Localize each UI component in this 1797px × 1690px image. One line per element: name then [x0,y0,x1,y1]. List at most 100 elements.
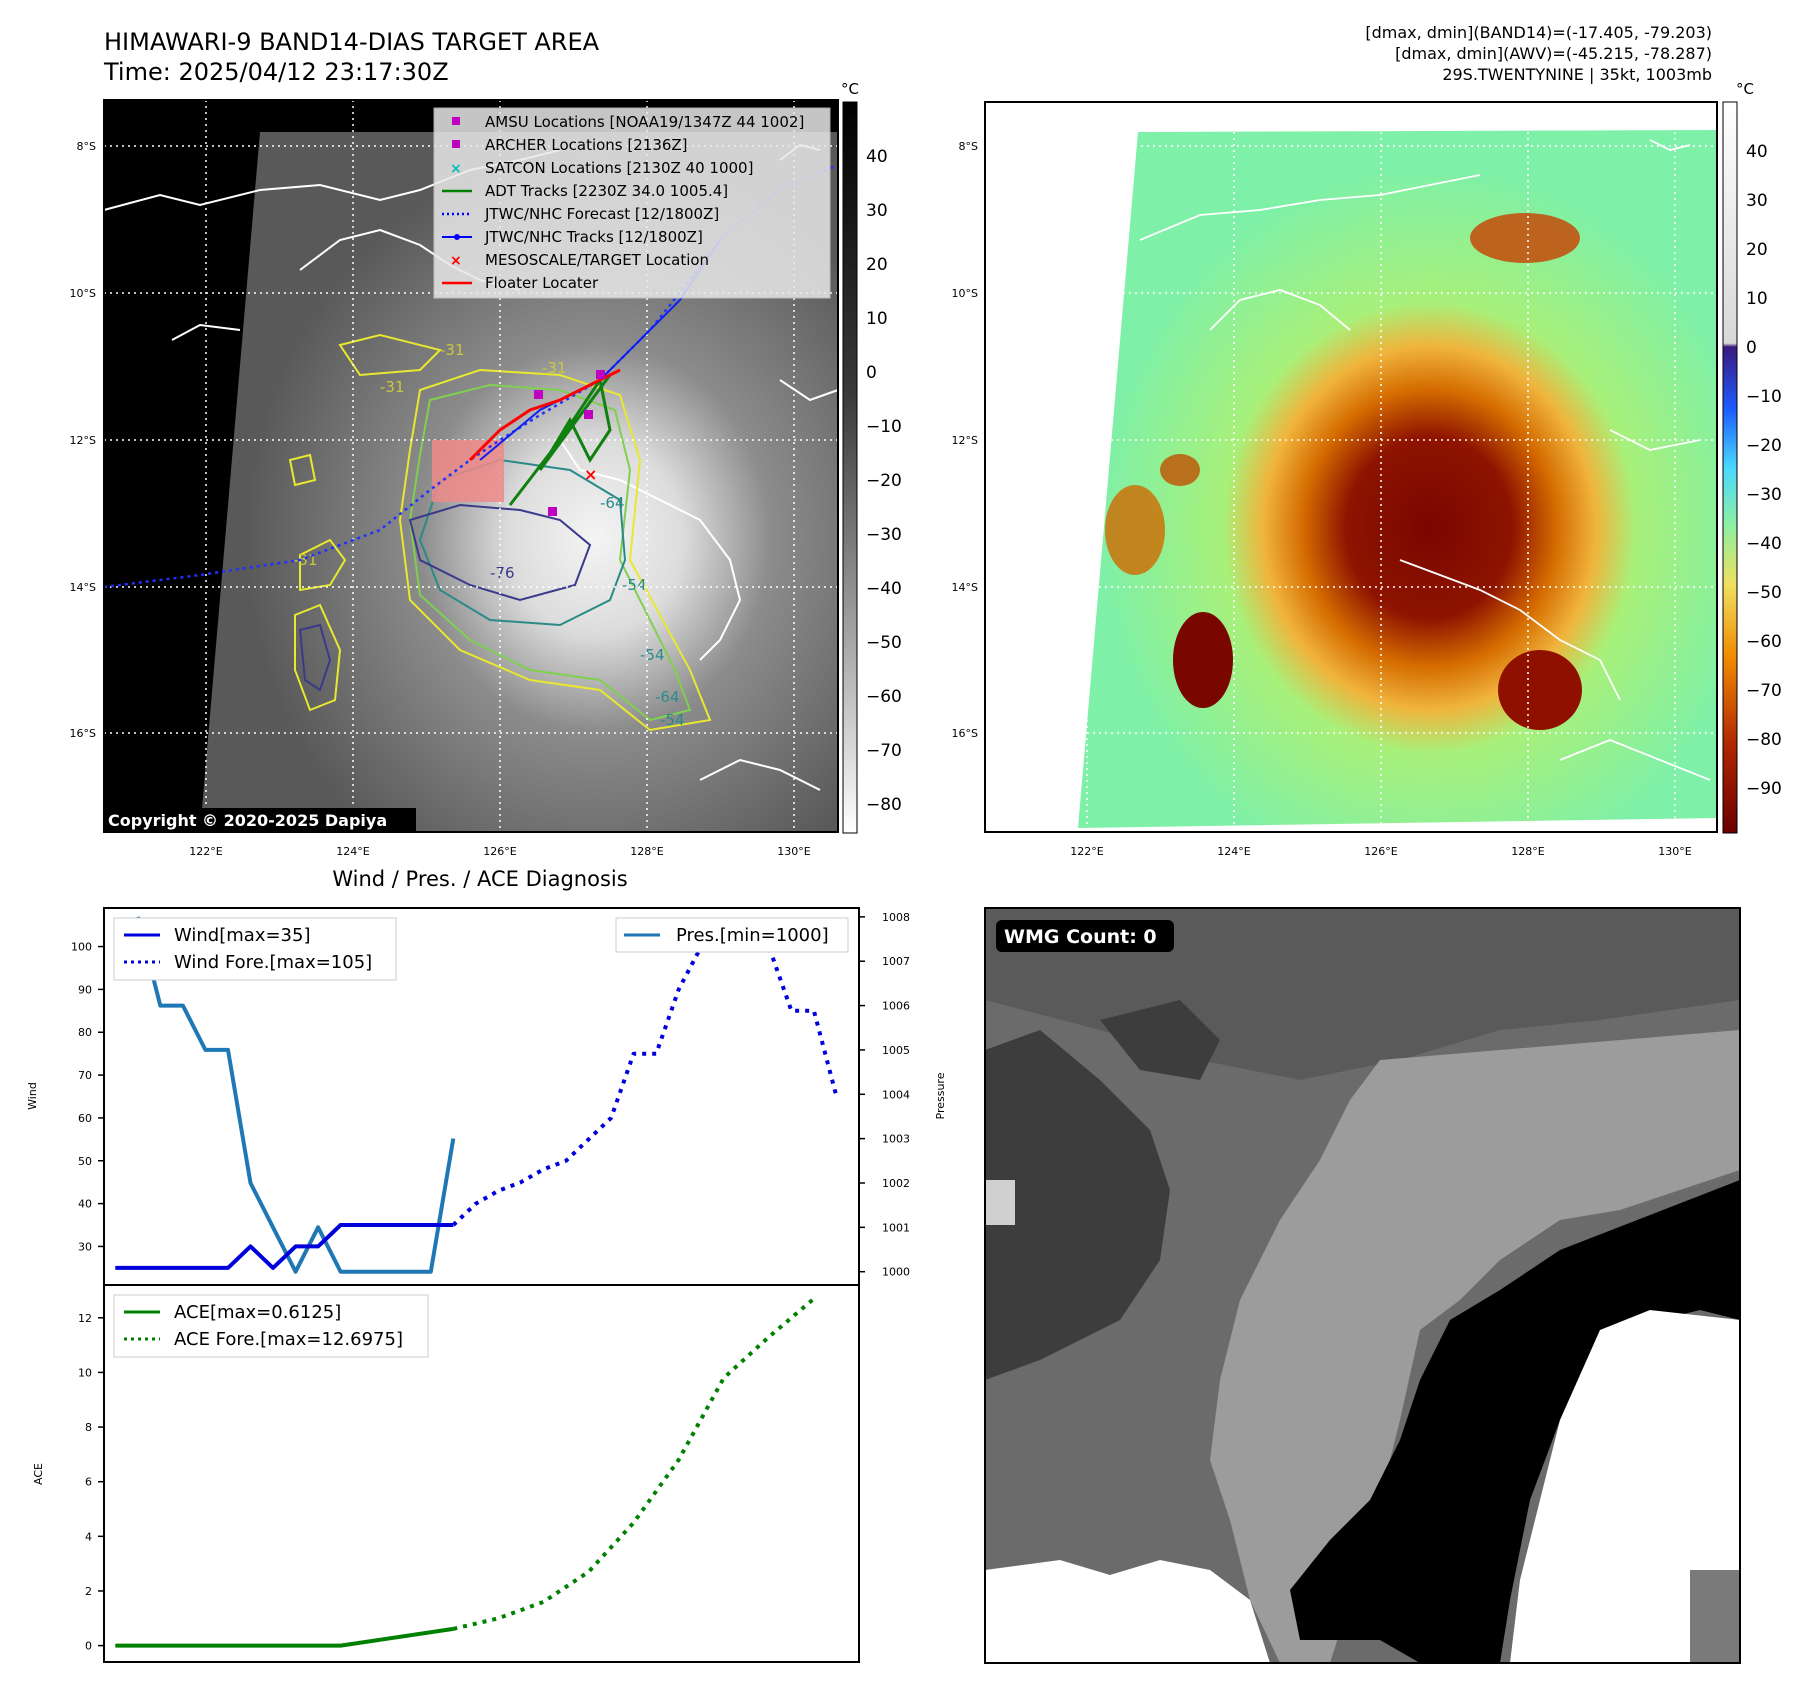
colorbar-tick: −80 [1746,730,1782,750]
ace-legend: ACE[max=0.6125] ACE Fore.[max=12.6975] [113,1294,429,1358]
legend-box [433,107,831,299]
legend-swatch: × [450,253,462,269]
wmg-region-pale [985,1180,1015,1225]
contour-label: -54 [640,646,665,664]
ace-line [115,1626,454,1648]
wind-forecast-line [451,944,839,1227]
legend-swatch: × [450,161,462,177]
colorbar-tick: 40 [866,147,888,167]
archer-marker [584,410,593,419]
lat-labels-color: 8°S 10°S 12°S 14°S 16°S [952,140,978,740]
wind-tick-label: 80 [78,1026,92,1039]
colorbar-tick: −30 [1746,485,1782,505]
colorbar-tick: 20 [866,255,888,275]
legend-label: JTWC/NHC Forecast [12/1800Z] [484,205,719,223]
legend-label: JTWC/NHC Tracks [12/1800Z] [484,228,703,246]
lat-label: 14°S [952,581,978,594]
figure-time: Time: 2025/04/12 23:17:30Z [103,58,449,86]
ace-forecast-line [452,1297,816,1631]
colorbar-tick: 30 [1746,191,1768,211]
info-band14: [dmax, dmin](BAND14)=(-17.405, -79.203) [1365,23,1712,42]
lon-label: 128°E [630,845,663,858]
lon-label: 124°E [1217,845,1250,858]
colorbar-tick: 30 [866,201,888,221]
wmg-region-darker [985,1030,1170,1380]
legend-label: ACE[max=0.6125] [174,1302,341,1323]
colorbar-gray-unit: °C [841,80,859,98]
wmg-region-white [1510,1310,1740,1663]
colorbar-gray-ticks: 40 30 20 10 0 −10 −20 −30 −40 −50 −60 −7… [866,147,902,815]
target-location-marker: × [584,465,597,484]
lat-label: 12°S [70,434,96,447]
ace-tick-label: 10 [78,1366,92,1379]
pressure-tick-label: 1001 [882,1221,910,1234]
ace-tick-label: 2 [85,1585,92,1598]
ace-tick-label: 12 [78,1312,92,1325]
wind-tick-label: 90 [78,983,92,996]
colorbar-tick: 20 [1746,240,1768,260]
satellite-image-color [1078,130,1717,828]
wind-tick-label: 100 [71,941,92,954]
legend-label: AMSU Locations [NOAA19/1347Z 44 1002] [485,113,804,131]
colorbar-tick: −20 [866,471,902,491]
ace-tick-label: 8 [85,1421,92,1434]
colorbar-tick: 40 [1746,142,1768,162]
colorbar-tick: −50 [866,633,902,653]
map-legend: AMSU Locations [NOAA19/1347Z 44 1002] AR… [433,107,831,299]
legend-label: ACE Fore.[max=12.6975] [174,1329,403,1350]
legend-label: Wind[max=35] [174,925,311,946]
ace-legend-box [113,1294,429,1358]
grayscale-map-panel: -31 -31 -31 -54 -64 -76 -54 -64 -54 -31 [70,99,839,858]
pressure-tick-label: 1004 [882,1088,910,1101]
legend-label: ADT Tracks [2230Z 34.0 1005.4] [485,182,728,200]
lat-label: 14°S [70,581,96,594]
wind-tick-label: 60 [78,1112,92,1125]
contour-label: -31 [293,551,318,569]
colorbar-tick: −50 [1746,583,1782,603]
map-gridlines-color [985,102,1717,832]
colorbar-tick: −70 [866,741,902,761]
colorbar-gray-bar [842,101,858,834]
colorbar-gray: °C 40 30 20 10 0 −10 −20 −30 −40 −50 −60… [841,80,902,834]
wind-ticks: 100 90 80 70 60 50 40 30 [71,941,104,1253]
colorbar-tick: −10 [1746,387,1782,407]
contour-label: -64 [655,688,680,706]
contour-label: -31 [542,359,567,377]
lat-labels-gray: 8°S 10°S 12°S 14°S 16°S [70,140,96,740]
copyright-box [104,808,416,832]
colorbar-tick: −40 [866,579,902,599]
contour-label: -54 [660,711,685,729]
cloud-blob [1498,650,1582,730]
pressure-tick-label: 1008 [882,911,910,924]
colorbar-tick: 10 [866,309,888,329]
wmg-frame [984,907,1741,1664]
wind-legend: Wind[max=35] Wind Fore.[max=105] [113,917,397,981]
lon-labels-color: 122°E 124°E 126°E 128°E 130°E [1070,845,1691,858]
map-frame [103,99,839,833]
ace-tick-label: 6 [85,1476,92,1489]
legend-swatch [452,117,460,125]
contour-label: -76 [490,564,515,582]
ace-series-group [115,1297,816,1648]
lon-label: 130°E [777,845,810,858]
contour-label: -31 [440,341,465,359]
info-storm: 29S.TWENTYNINE | 35kt, 1003mb [1442,65,1712,84]
cloud-blob [1160,454,1200,486]
legend-swatch [454,234,460,240]
color-map-frame [984,101,1718,833]
archer-marker [548,507,557,516]
wmg-region-black [1290,1180,1740,1663]
pressure-tick-label: 1007 [882,955,910,968]
cloud-blob [1105,485,1165,575]
colorbar-tick: −90 [1746,779,1782,799]
legend-label: MESOSCALE/TARGET Location [485,251,709,269]
satellite-image-gray [200,132,838,832]
lat-label: 16°S [70,727,96,740]
colorbar-tick: 10 [1746,289,1768,309]
legend-label: ARCHER Locations [2136Z] [485,136,688,154]
colorbar-color-unit: °C [1736,80,1754,98]
pressure-tick-label: 1000 [882,1266,910,1279]
wmg-count-label: WMG Count: 0 [1004,926,1157,948]
ace-tick-label: 4 [85,1530,92,1543]
wind-line [115,1223,454,1270]
